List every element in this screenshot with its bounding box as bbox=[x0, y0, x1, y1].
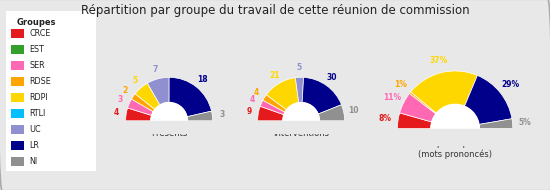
Text: 21: 21 bbox=[269, 70, 279, 80]
Bar bbox=[11, 61, 24, 70]
Text: EST: EST bbox=[29, 45, 44, 54]
Text: RDSE: RDSE bbox=[29, 77, 51, 86]
Bar bbox=[11, 29, 24, 38]
Text: LR: LR bbox=[29, 141, 39, 150]
Text: 3: 3 bbox=[118, 95, 123, 104]
Wedge shape bbox=[266, 78, 299, 110]
Bar bbox=[11, 141, 24, 150]
Text: Interventions: Interventions bbox=[273, 129, 329, 138]
Bar bbox=[368, 129, 542, 160]
Wedge shape bbox=[295, 77, 304, 103]
Text: 7: 7 bbox=[153, 65, 158, 74]
Wedge shape bbox=[479, 119, 513, 129]
Text: Répartition par groupe du travail de cette réunion de commission: Répartition par groupe du travail de cet… bbox=[81, 4, 469, 17]
Wedge shape bbox=[465, 75, 512, 124]
Text: UC: UC bbox=[29, 125, 41, 134]
Text: RDPI: RDPI bbox=[29, 93, 48, 102]
Wedge shape bbox=[169, 77, 212, 117]
Text: 5: 5 bbox=[132, 76, 137, 85]
Text: 4: 4 bbox=[250, 95, 255, 104]
Bar bbox=[11, 45, 24, 54]
Bar bbox=[11, 93, 24, 102]
Text: 10: 10 bbox=[348, 106, 359, 115]
FancyBboxPatch shape bbox=[4, 8, 98, 174]
Wedge shape bbox=[411, 71, 477, 113]
Bar bbox=[11, 109, 24, 118]
Wedge shape bbox=[263, 95, 287, 112]
Wedge shape bbox=[257, 106, 284, 121]
Text: 29%: 29% bbox=[501, 80, 519, 89]
Text: 9: 9 bbox=[246, 107, 251, 116]
Wedge shape bbox=[398, 113, 432, 129]
Bar bbox=[11, 157, 24, 166]
Text: RTLI: RTLI bbox=[29, 109, 45, 118]
Bar bbox=[11, 77, 24, 86]
Wedge shape bbox=[125, 108, 152, 121]
Text: 3: 3 bbox=[219, 110, 224, 119]
Text: Présents: Présents bbox=[151, 129, 187, 138]
Text: NI: NI bbox=[29, 157, 37, 166]
Circle shape bbox=[431, 104, 480, 153]
Circle shape bbox=[151, 103, 188, 139]
Wedge shape bbox=[260, 100, 285, 115]
Wedge shape bbox=[400, 93, 436, 122]
Bar bbox=[11, 125, 24, 134]
Text: 2: 2 bbox=[123, 86, 128, 95]
Wedge shape bbox=[302, 77, 342, 114]
Text: 5: 5 bbox=[296, 63, 302, 72]
Text: 30: 30 bbox=[327, 73, 337, 82]
Bar bbox=[236, 121, 366, 145]
Text: Groupes: Groupes bbox=[16, 18, 56, 27]
Text: Temps de parole
(mots prononcés): Temps de parole (mots prononcés) bbox=[418, 139, 492, 159]
Wedge shape bbox=[409, 92, 437, 114]
Text: 11%: 11% bbox=[383, 93, 402, 101]
Text: 1%: 1% bbox=[394, 80, 406, 89]
Text: 8%: 8% bbox=[379, 114, 392, 124]
Wedge shape bbox=[318, 105, 345, 121]
Circle shape bbox=[283, 103, 320, 139]
Text: SER: SER bbox=[29, 61, 45, 70]
Wedge shape bbox=[147, 77, 169, 105]
Text: CRCE: CRCE bbox=[29, 29, 51, 38]
Text: 4: 4 bbox=[254, 88, 259, 97]
Wedge shape bbox=[135, 83, 160, 109]
Text: 37%: 37% bbox=[429, 56, 447, 65]
Text: 5%: 5% bbox=[519, 118, 532, 127]
Wedge shape bbox=[131, 94, 155, 112]
Text: 4: 4 bbox=[114, 108, 119, 117]
Wedge shape bbox=[128, 99, 153, 116]
Bar bbox=[104, 121, 234, 145]
Wedge shape bbox=[187, 111, 213, 121]
Text: 18: 18 bbox=[197, 75, 207, 84]
